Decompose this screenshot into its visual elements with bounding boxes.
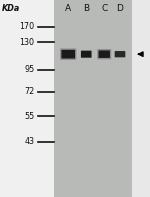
Text: KDa: KDa [1, 4, 20, 13]
Bar [54, 0, 132, 197]
Text: B: B [83, 4, 89, 13]
FancyBboxPatch shape [97, 49, 111, 59]
Text: D: D [117, 4, 123, 13]
Text: 43: 43 [24, 137, 34, 146]
FancyBboxPatch shape [115, 51, 125, 57]
Text: 95: 95 [24, 65, 34, 74]
FancyBboxPatch shape [60, 48, 76, 60]
FancyBboxPatch shape [61, 50, 75, 59]
Bar [0, 0, 54, 197]
Text: 55: 55 [24, 112, 34, 121]
FancyBboxPatch shape [81, 51, 92, 58]
Text: A: A [65, 4, 71, 13]
Text: 72: 72 [24, 87, 34, 96]
Text: 170: 170 [19, 22, 34, 31]
Text: C: C [101, 4, 107, 13]
FancyBboxPatch shape [99, 50, 110, 58]
Text: 130: 130 [20, 38, 34, 47]
